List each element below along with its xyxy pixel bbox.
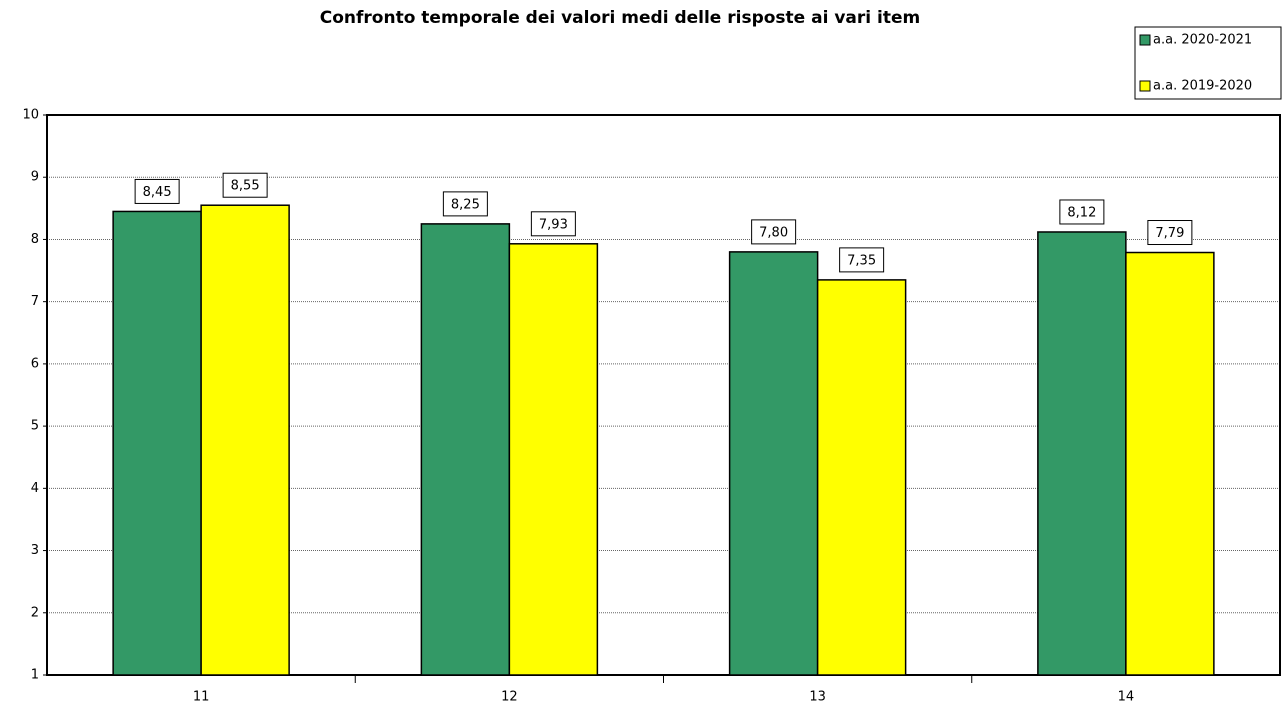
value-label: 8,25: [451, 197, 480, 212]
value-label-box: [222, 172, 268, 198]
value-label-box: [751, 219, 797, 245]
value-label: 8,45: [143, 185, 172, 200]
value-label: 7,79: [1155, 226, 1184, 241]
value-label-box: [442, 191, 488, 217]
legend-swatch: [1139, 80, 1151, 92]
y-tick-label: 6: [31, 356, 39, 371]
bar: [728, 251, 819, 676]
bar: [112, 210, 202, 676]
y-tick-label: 4: [31, 481, 39, 496]
y-tick-label: 9: [31, 170, 39, 185]
bar: [1037, 231, 1127, 676]
y-tick-label: 10: [22, 108, 39, 123]
value-label-box: [839, 247, 885, 273]
bar: [420, 223, 511, 676]
bar: [200, 204, 290, 676]
value-label: 8,12: [1067, 205, 1096, 220]
legend-label: a.a. 2020-2021: [1153, 33, 1252, 48]
bar: [816, 279, 907, 676]
x-tick-label: 12: [501, 690, 518, 705]
bar: [1125, 251, 1215, 676]
y-tick-label: 1: [31, 668, 39, 683]
legend-box: [1134, 26, 1282, 100]
x-tick-label: 13: [809, 690, 826, 705]
y-tick-label: 8: [31, 232, 39, 247]
y-tick-label: 2: [31, 605, 39, 620]
value-label: 8,55: [231, 179, 260, 194]
bar: [508, 243, 599, 676]
y-tick-label: 3: [31, 543, 39, 558]
value-label-box: [1147, 220, 1193, 246]
chart-title: Confronto temporale dei valori medi dell…: [320, 8, 920, 28]
value-label: 7,80: [759, 225, 788, 240]
legend-label: a.a. 2019-2020: [1153, 79, 1252, 94]
y-tick-label: 5: [31, 419, 39, 434]
legend-swatch: [1139, 34, 1151, 46]
value-label-box: [530, 211, 576, 237]
value-label: 7,35: [847, 253, 876, 268]
value-label-box: [1059, 199, 1105, 225]
value-label: 7,93: [539, 217, 568, 232]
y-tick-label: 7: [31, 294, 39, 309]
x-tick-label: 11: [193, 690, 210, 705]
x-tick-label: 14: [1118, 690, 1135, 705]
value-label-box: [134, 178, 180, 204]
